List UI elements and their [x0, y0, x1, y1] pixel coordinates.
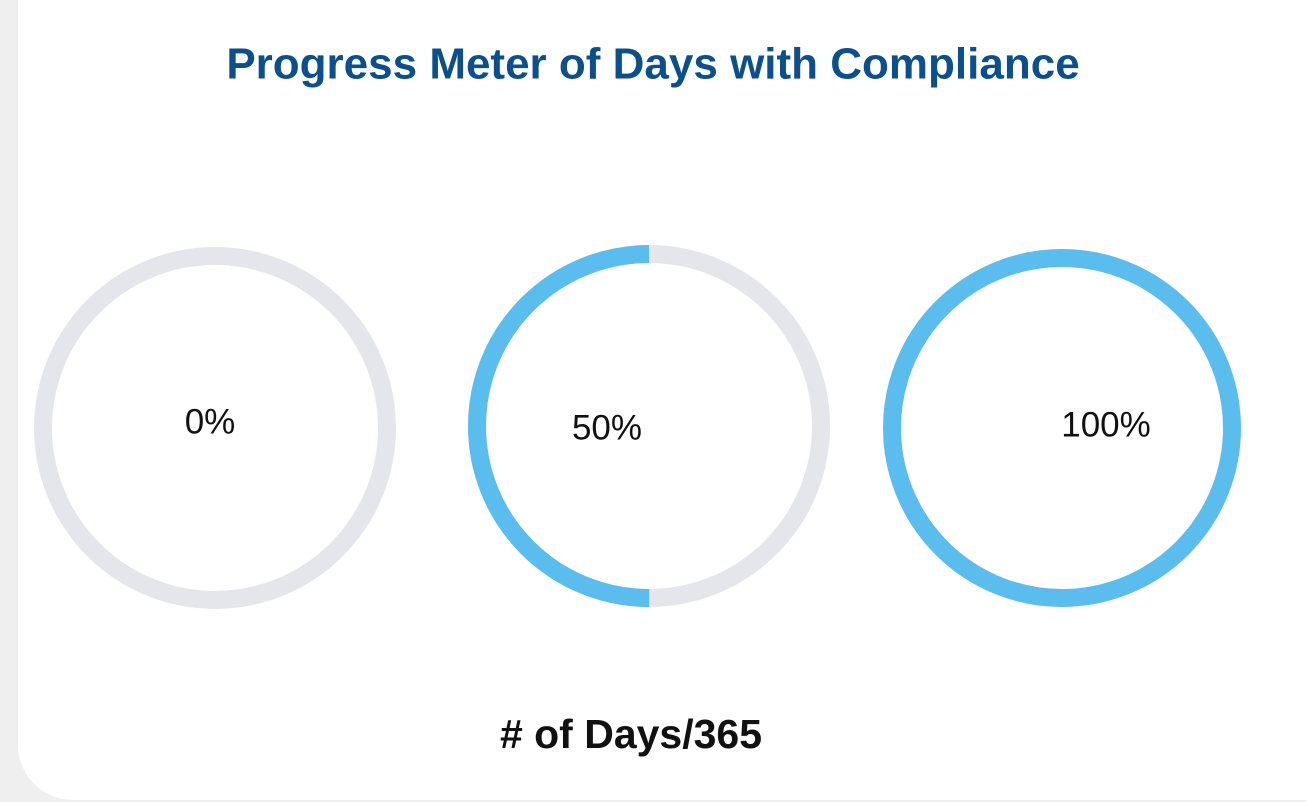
chart-title: Progress Meter of Days with Compliance: [226, 40, 1079, 89]
ring-value-label: 50%: [572, 408, 642, 447]
x-axis-label: # of Days/365: [500, 711, 762, 757]
ring-value-label: 100%: [1061, 405, 1151, 444]
ring-value-label: 0%: [185, 402, 236, 441]
ring-progress: [468, 245, 830, 607]
ring-track: [34, 247, 396, 609]
ring-progress: [883, 249, 1241, 607]
card: [18, 0, 1306, 800]
